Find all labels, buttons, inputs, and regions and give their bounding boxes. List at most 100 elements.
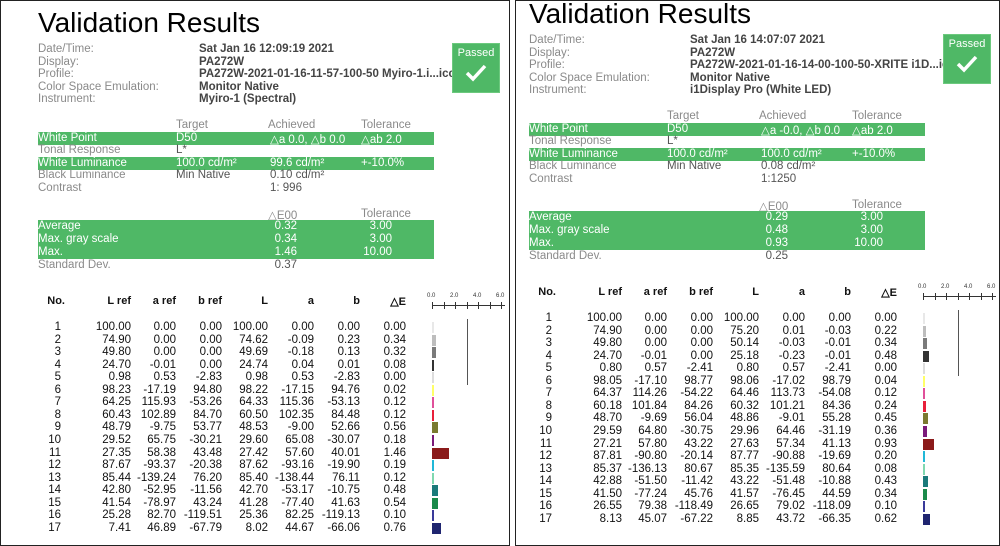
table-cell: -0.01	[824, 337, 851, 350]
table-header-0: No.	[538, 286, 556, 298]
table-cell: 0.80	[736, 362, 759, 375]
table-cell: 87.67	[102, 459, 131, 472]
table-cell: 75.20	[730, 324, 759, 337]
axis-tick	[934, 293, 936, 300]
table-cell: 0.04	[874, 374, 897, 387]
table-cell: -51.50	[634, 475, 667, 488]
axis-tick	[478, 302, 479, 309]
table-cell: 100.00	[586, 312, 622, 324]
table-cell: 40.01	[331, 446, 360, 459]
delta-e-bar-10	[432, 434, 435, 446]
table-cell: -0.23	[778, 349, 805, 362]
table-cell: 0.00	[782, 312, 805, 324]
axis-line	[923, 296, 996, 297]
table-cell: 0.00	[828, 312, 851, 324]
table-cell: 29.60	[239, 433, 268, 446]
table-cell: 0.00	[874, 312, 897, 324]
axis-label: 2.0	[450, 293, 459, 299]
table-cell: 8.85	[736, 512, 759, 525]
table-cell: -19.69	[818, 450, 851, 463]
delta-e-bar-2	[923, 325, 926, 337]
checkmark-icon	[956, 55, 978, 73]
table-cell: -2.41	[824, 362, 851, 375]
delta-e-bar-13	[432, 472, 434, 484]
table-cell: 0.56	[383, 421, 406, 434]
axis-tick	[466, 302, 468, 309]
table-cell: 102.35	[278, 408, 314, 421]
table-cell: 9	[54, 421, 61, 434]
table-cell: -9.69	[640, 412, 667, 425]
table-cell: 115.93	[141, 396, 176, 409]
table-cell: 25.36	[239, 509, 268, 522]
tolerance-line	[957, 310, 959, 376]
page-title: Validation Results	[38, 7, 261, 38]
table-cell: 6	[54, 383, 61, 396]
table-cell: 8.02	[245, 521, 268, 534]
table-cell: 0.00	[690, 312, 713, 324]
table-cell: 76.11	[332, 471, 360, 484]
delta-e-header: △E00	[268, 210, 298, 222]
table-cell: 25.18	[730, 349, 759, 362]
table-cell: 25.28	[102, 509, 131, 522]
table-cell: -11.42	[681, 475, 713, 488]
table-cell: -0.01	[640, 349, 667, 362]
metric-achieved: 100.0 cd/m²	[761, 147, 822, 160]
info-label: Display:	[38, 55, 79, 68]
metric-achieved: △a -0.0, △b 0.0	[761, 124, 841, 137]
table-cell: 4	[54, 358, 61, 371]
metric-label: White Luminance	[38, 156, 127, 169]
table-cell: 27.63	[730, 437, 759, 450]
delta-label: Max.	[529, 236, 554, 249]
table-cell: 0.13	[337, 346, 360, 359]
table-cell: 0.18	[383, 433, 406, 446]
table-cell: 10	[48, 433, 61, 446]
table-cell: -11.56	[190, 484, 222, 497]
metric-target: L*	[176, 144, 187, 156]
delta-e-bar-15	[432, 497, 439, 509]
delta-e-bar-1	[432, 322, 434, 333]
table-cell: 3	[545, 337, 552, 350]
table-cell: 8	[54, 408, 61, 421]
metric-tolerance: +-10.0%	[361, 156, 405, 169]
table-cell: 3	[54, 346, 61, 359]
table-cell: 0.20	[874, 450, 897, 463]
delta-label: Max.	[38, 245, 63, 258]
table-cell: 0.00	[383, 321, 406, 333]
delta-e-bar-10	[923, 425, 928, 437]
table-cell: -2.83	[333, 371, 360, 384]
metric-tolerance: △ab 2.0	[361, 133, 402, 146]
table-cell: 0.00	[690, 349, 713, 362]
table-header-2: a ref	[643, 286, 667, 298]
table-cell: 43.22	[730, 475, 759, 488]
table-cell: 0.00	[644, 312, 667, 324]
table-cell: 24.70	[593, 349, 622, 362]
table-cell: 12	[539, 450, 552, 463]
table-cell: 0.00	[199, 346, 222, 359]
table-cell: 9	[545, 412, 552, 425]
axis-tick	[432, 302, 433, 309]
table-cell: 16	[48, 509, 61, 522]
delta-e-bar-3	[923, 338, 927, 350]
table-cell: 0.00	[153, 321, 176, 333]
table-cell: 57.34	[776, 437, 805, 450]
checkmark-icon	[465, 64, 487, 82]
axis-tick	[489, 302, 491, 309]
table-cell: 64.46	[730, 387, 759, 400]
table-cell: -118.49	[674, 500, 713, 513]
axis-label: 6.0	[496, 293, 505, 299]
table-cell: -0.18	[287, 346, 314, 359]
table-cell: 0.80	[599, 362, 622, 375]
table-cell: -20.14	[680, 450, 713, 463]
table-cell: -77.24	[634, 487, 667, 500]
table-cell: 14	[539, 475, 552, 488]
table-cell: 0.02	[383, 383, 406, 396]
table-header-6: b	[353, 295, 360, 307]
table-cell: 74.62	[239, 333, 268, 346]
table-cell: 102.89	[140, 408, 176, 421]
table-cell: 15	[48, 496, 61, 509]
table-cell: 85.40	[239, 471, 268, 484]
target-header: Target	[667, 110, 699, 122]
validation-panel-left: Validation Results Date/Time: Sat Jan 16 1…	[0, 0, 510, 546]
table-cell: 0.24	[874, 399, 897, 412]
table-cell: 79.38	[638, 500, 667, 513]
